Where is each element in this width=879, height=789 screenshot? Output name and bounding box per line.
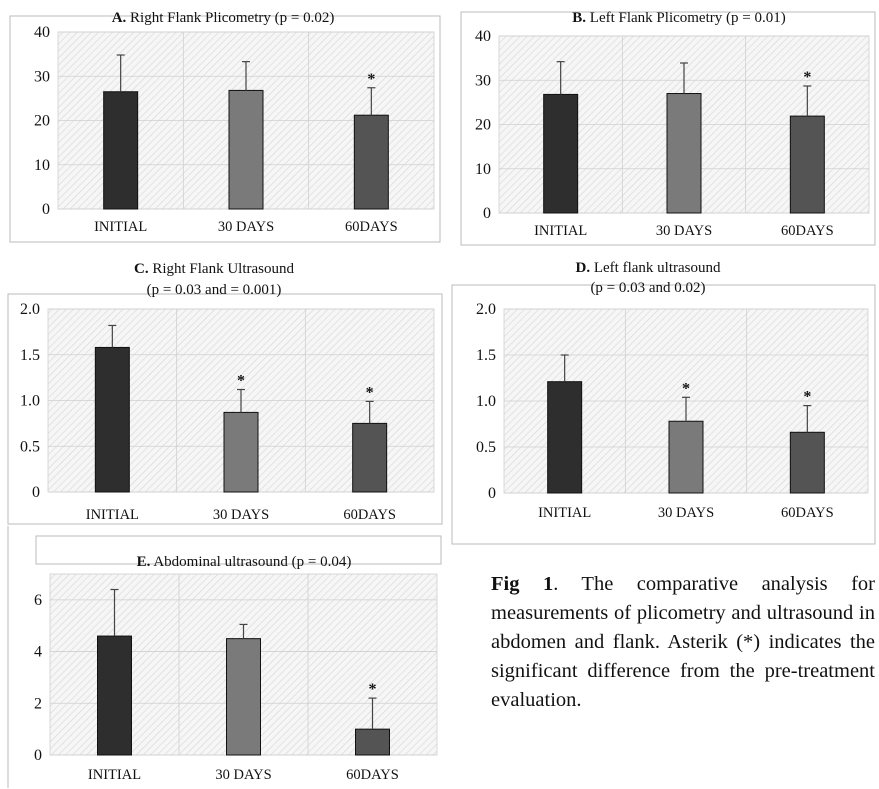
x-tick-label: 30 DAYS (218, 219, 274, 235)
significance-asterisk: * (237, 373, 245, 390)
x-tick-label: 60DAYS (343, 507, 396, 523)
bar (543, 93, 579, 214)
x-tick-label: INITIAL (88, 767, 141, 783)
significance-asterisk: * (369, 681, 377, 698)
chart-title: D. Left flank ultrasound (576, 260, 721, 276)
y-tick-label: 20 (34, 113, 50, 130)
y-tick-label: 1.5 (20, 347, 40, 364)
y-tick-label: 20 (475, 117, 491, 134)
bar (228, 89, 264, 210)
chart-panel-a: A. Right Flank Plicometry (p = 0.02) 0 10… (9, 10, 441, 243)
panel-frame (451, 284, 876, 545)
significance-asterisk: * (803, 69, 811, 86)
y-tick-label: 10 (34, 157, 50, 174)
figure-label: Fig 1 (491, 573, 554, 595)
bar (355, 728, 390, 756)
y-tick-label: 1.0 (476, 393, 496, 410)
significance-asterisk: * (366, 384, 374, 401)
panel-frame (35, 535, 442, 565)
y-tick-label: 4 (34, 644, 42, 661)
bar (97, 635, 132, 756)
y-tick-label: 2.0 (20, 301, 40, 318)
x-tick-label: 60DAYS (781, 223, 834, 239)
y-tick-label: 2.0 (476, 301, 496, 318)
bar (789, 431, 825, 494)
x-tick-label: INITIAL (94, 219, 147, 235)
y-tick-label: 0 (488, 485, 496, 502)
y-tick-label: 1.0 (20, 393, 40, 410)
chart-subtitle: (p = 0.03 and = 0.001) (147, 282, 282, 298)
bar (223, 411, 259, 493)
x-tick-label: 30 DAYS (656, 223, 712, 239)
bar (103, 91, 139, 210)
panel-frame (9, 15, 441, 243)
y-tick-label: 0.5 (20, 438, 40, 455)
y-tick-label: 1.5 (476, 347, 496, 364)
caption-text: . The comparative analysis for measureme… (491, 573, 875, 711)
chart-panel-e: E. Abdominal ultrasound (p = 0.04) 0 2 4 6 I… (7, 526, 442, 788)
chart-title: A. Right Flank Plicometry (p = 0.02) (112, 10, 335, 26)
chart-title: B. Left Flank Plicometry (p = 0.01) (572, 10, 785, 26)
bar (226, 638, 261, 756)
chart-title: E. Abdominal ultrasound (p = 0.04) (137, 554, 352, 570)
figure-caption: Fig 1. The comparative analysis for meas… (491, 570, 875, 715)
y-tick-label: 30 (34, 68, 50, 85)
significance-asterisk: * (367, 71, 375, 88)
bar (668, 420, 704, 494)
y-tick-label: 2 (34, 695, 42, 712)
significance-asterisk: * (682, 380, 690, 397)
chart-panel-b: B. Left Flank Plicometry (p = 0.01) 0 10 2… (460, 10, 876, 246)
bar (789, 115, 825, 214)
y-tick-label: 40 (475, 28, 491, 45)
x-tick-label: INITIAL (86, 507, 139, 523)
x-tick-label: 30 DAYS (658, 505, 714, 521)
x-tick-label: INITIAL (538, 505, 591, 521)
y-tick-label: 0 (42, 201, 50, 218)
bar (94, 346, 130, 493)
y-tick-label: 6 (34, 592, 42, 609)
chart-title: C. Right Flank Ultrasound (134, 261, 295, 277)
x-tick-label: 60DAYS (345, 219, 398, 235)
panel-frame (7, 293, 443, 525)
y-tick-label: 0 (483, 205, 491, 222)
chart-subtitle: (p = 0.03 and 0.02) (590, 280, 705, 296)
y-tick-label: 30 (475, 72, 491, 89)
bar (547, 381, 583, 494)
x-tick-label: 60DAYS (781, 505, 834, 521)
x-tick-label: 30 DAYS (215, 767, 271, 783)
bar (666, 93, 702, 214)
x-tick-label: 60DAYS (346, 767, 399, 783)
chart-panel-d: D. Left flank ultrasound (p = 0.03 and 0… (451, 260, 876, 545)
y-tick-label: 0 (34, 747, 42, 764)
x-tick-label: 30 DAYS (213, 507, 269, 523)
y-tick-label: 0 (32, 484, 40, 501)
significance-asterisk: * (803, 389, 811, 406)
y-tick-label: 40 (34, 24, 50, 41)
y-tick-label: 10 (475, 161, 491, 178)
x-tick-label: INITIAL (534, 223, 587, 239)
chart-panel-c: C. Right Flank Ultrasound (p = 0.03 and … (7, 261, 443, 525)
panel-frame (460, 11, 876, 246)
bar (352, 422, 388, 493)
y-tick-label: 0.5 (476, 439, 496, 456)
bar (353, 114, 389, 210)
